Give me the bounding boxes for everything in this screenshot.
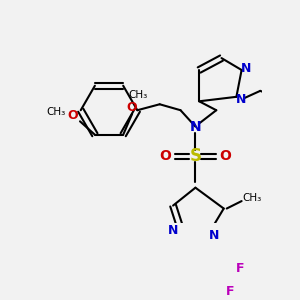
Text: O: O bbox=[219, 149, 231, 164]
Text: F: F bbox=[225, 285, 234, 298]
Text: N: N bbox=[241, 62, 251, 75]
Text: O: O bbox=[67, 109, 78, 122]
Text: O: O bbox=[160, 149, 172, 164]
Text: N: N bbox=[209, 229, 219, 242]
Text: F: F bbox=[236, 262, 244, 275]
Text: O: O bbox=[127, 101, 137, 114]
Text: CH₃: CH₃ bbox=[128, 89, 148, 100]
Text: S: S bbox=[189, 147, 201, 165]
Text: N: N bbox=[190, 120, 201, 134]
Text: CH₃: CH₃ bbox=[46, 107, 66, 117]
Text: CH₃: CH₃ bbox=[242, 193, 262, 203]
Text: N: N bbox=[236, 93, 246, 106]
Text: N: N bbox=[168, 224, 178, 237]
